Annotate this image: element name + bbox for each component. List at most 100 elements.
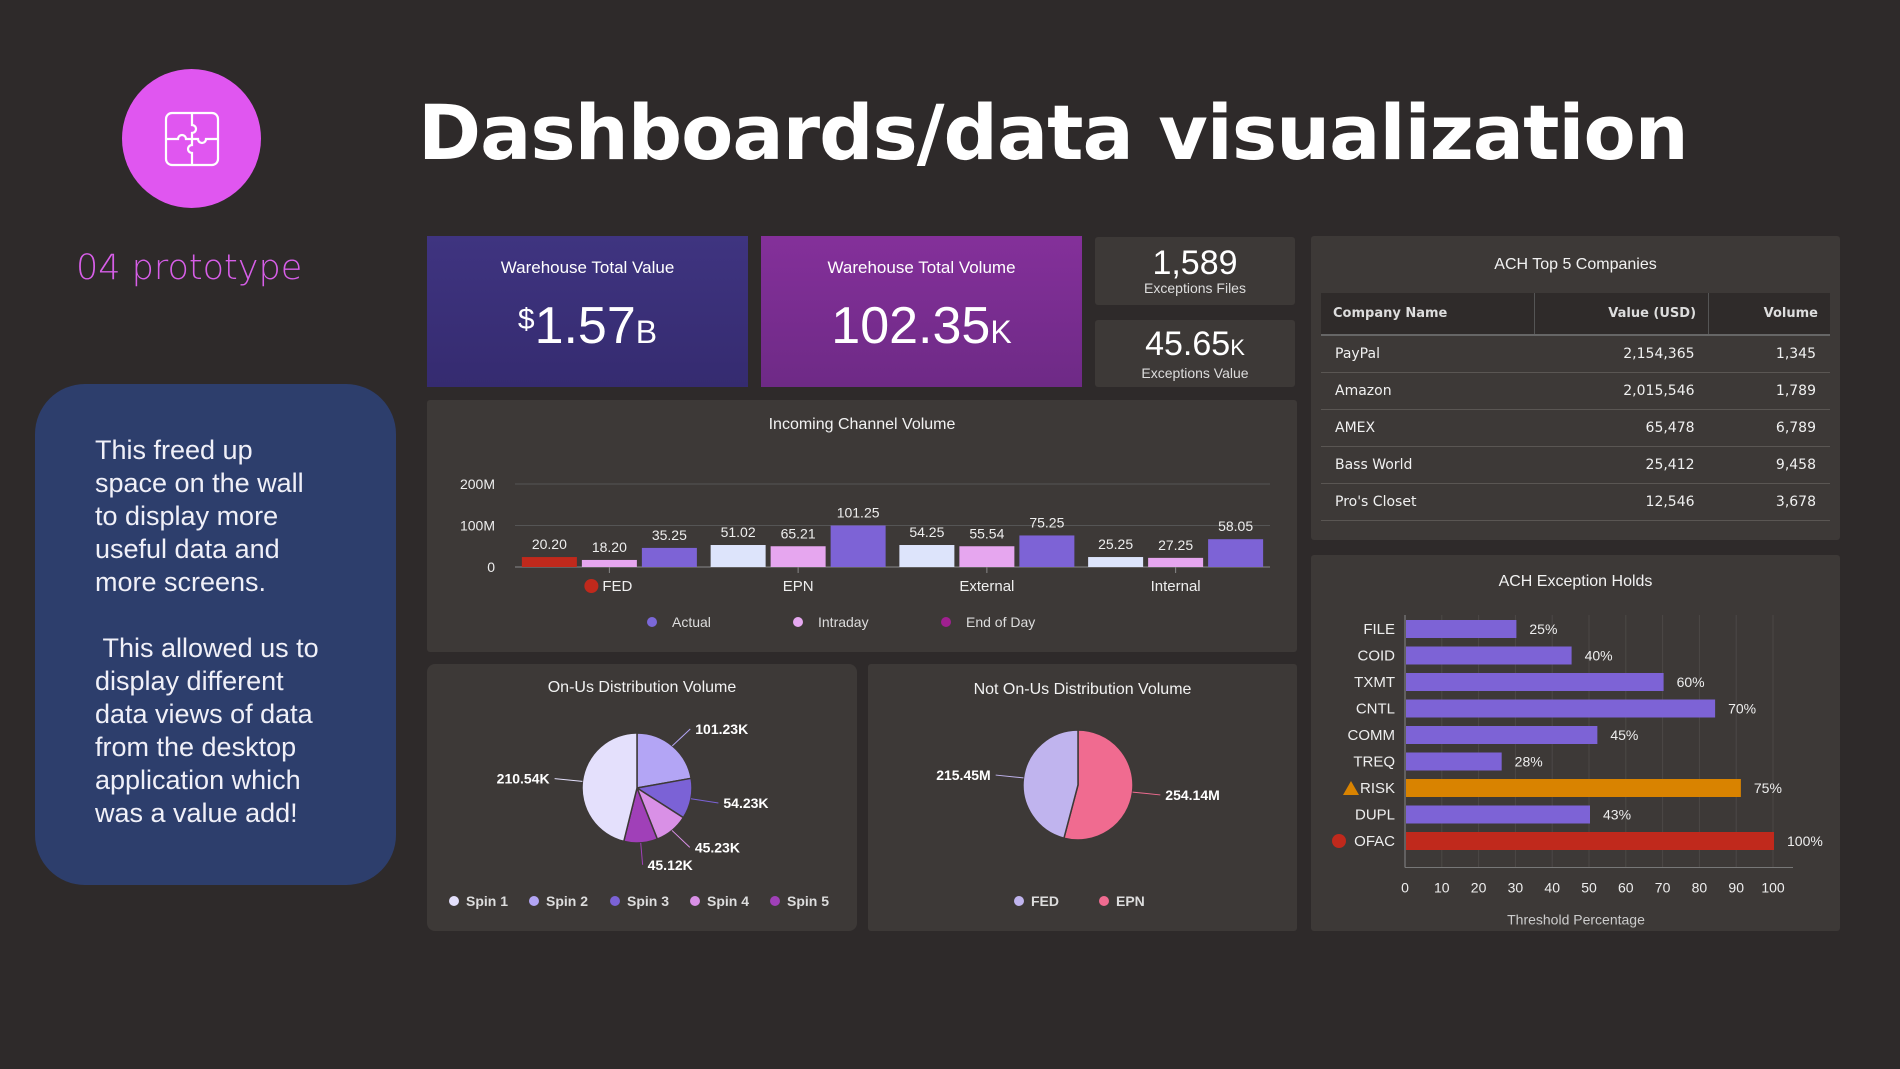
data-label: 35.25 [652,527,687,543]
x-tick-label: Internal [1151,578,1201,595]
x-tick-label: 100 [1761,880,1785,896]
exception-holds-panel: ACH Exception Holds 0 10 20 30 40 50 60 70 80 90 1… [1311,555,1840,931]
legend-label: Intraday [818,614,869,630]
bar [1406,620,1517,638]
x-tick-label: 70 [1655,880,1671,896]
data-label: 45% [1610,727,1638,743]
legend-label: Spin 4 [707,893,749,909]
kpi-total-value: Warehouse Total Value $1.57B [427,236,748,387]
legend-marker [1099,896,1109,906]
table-title: ACH Top 5 Companies [1494,256,1657,273]
pie-slice [636,732,693,789]
chart-title: Not On-Us Distribution Volume [973,681,1192,698]
bar [710,545,766,567]
data-label: 43% [1603,807,1631,823]
x-tick-label: 0 [1401,880,1409,896]
table-row[interactable]: Bass World 25,412 9,458 [1321,446,1830,484]
bar [959,546,1015,567]
table-row[interactable]: PayPal 2,154,365 1,345 [1321,335,1830,373]
y-tick-label: FILE [1363,621,1395,638]
legend-label: Spin 2 [546,893,588,909]
x-tick-label: 40 [1544,880,1560,896]
data-label: 25% [1529,621,1557,637]
data-label: 75% [1754,780,1782,796]
not-on-us-panel: Not On-Us Distribution Volume 254.14M 215… [868,664,1297,931]
y-tick-label: 200M [460,476,495,492]
legend-label: Actual [672,614,711,630]
bar [1406,779,1741,797]
data-label: 60% [1677,674,1705,690]
legend-label: Spin 1 [466,893,508,909]
top-companies-panel: ACH Top 5 Companies Company Name Value (… [1311,236,1840,540]
kpi-label: Warehouse Total Volume [827,258,1016,277]
legend-marker [529,896,539,906]
column-header[interactable]: Company Name [1321,293,1536,336]
chart-title: On-Us Distribution Volume [547,679,737,696]
kpi-label: Warehouse Total Value [500,258,675,277]
x-tick-label: 20 [1471,880,1487,896]
leader-line [995,774,1024,779]
table-cell: 2,015,546 [1534,372,1709,410]
table-row[interactable]: AMEX 65,478 6,789 [1321,409,1830,447]
bar [1406,646,1572,665]
bar [1148,557,1204,567]
bar [1406,805,1590,824]
data-label: 54.25 [909,524,944,540]
table-row[interactable]: Pro's Closet 12,546 3,678 [1321,483,1830,521]
pie-slice [1063,729,1134,841]
bar [1406,832,1774,850]
legend-label: FED [1031,893,1059,909]
bar [1406,699,1716,718]
table-cell: 9,458 [1708,446,1830,484]
bar [581,559,637,567]
legend-marker [647,617,657,627]
alert-icon [1332,834,1346,848]
data-label: 55.54 [969,525,1004,541]
bar [1019,535,1075,567]
data-label: 70% [1728,701,1756,717]
legend-marker [793,617,803,627]
x-tick-label: EPN [783,578,814,595]
data-label: 58.05 [1218,518,1253,534]
table-cell: 1,345 [1708,335,1830,373]
logo-badge [122,69,261,208]
bar [521,557,577,567]
legend-marker [449,896,459,906]
incoming-channel-panel: Incoming Channel Volume 0 100M 200M 20.20 18… [427,400,1297,652]
table-cell: AMEX [1321,409,1535,447]
kpi-value: 1,589 [1152,244,1238,282]
not-on-us-pie-chart: 254.14M 215.45M FED EPN [936,729,1220,909]
kpi-label: Exceptions Value [1141,364,1249,381]
table-row[interactable]: Amazon 2,015,546 1,789 [1321,372,1830,410]
bar [770,546,826,567]
table-cell: 1,789 [1708,372,1830,410]
section-label: 04 prototype [76,248,303,288]
note-paragraph: This allowed us to display different dat… [95,633,319,828]
kpi-value: 45.65K [1145,324,1245,363]
legend-label: Spin 5 [787,893,829,909]
kpi-value: 102.35K [831,297,1012,355]
data-label: 20.20 [532,536,567,552]
table-cell: Bass World [1321,446,1535,484]
x-tick-label: 90 [1728,880,1744,896]
leader-line [671,830,691,848]
column-header[interactable]: Volume [1708,293,1830,336]
slice-label: 101.23K [695,721,748,737]
data-label: 101.25 [837,505,880,521]
data-label: 75.25 [1029,514,1064,530]
page-title: Dashboards/data visualization [418,88,1689,177]
slice-label: 45.12K [648,857,693,873]
x-tick-label: 10 [1434,880,1450,896]
legend-marker [610,896,620,906]
slice-label: 45.23K [695,839,740,855]
column-header[interactable]: Value (USD) [1534,293,1710,336]
table-cell: Pro's Closet [1321,483,1535,521]
table-cell: 6,789 [1708,409,1830,447]
y-tick-label: OFAC [1354,833,1395,850]
table-cell: 3,678 [1708,483,1830,521]
x-tick-label: 60 [1618,880,1634,896]
y-tick-label: COMM [1348,727,1396,744]
slice-label: 210.54K [497,771,550,787]
leader-line [640,842,644,865]
